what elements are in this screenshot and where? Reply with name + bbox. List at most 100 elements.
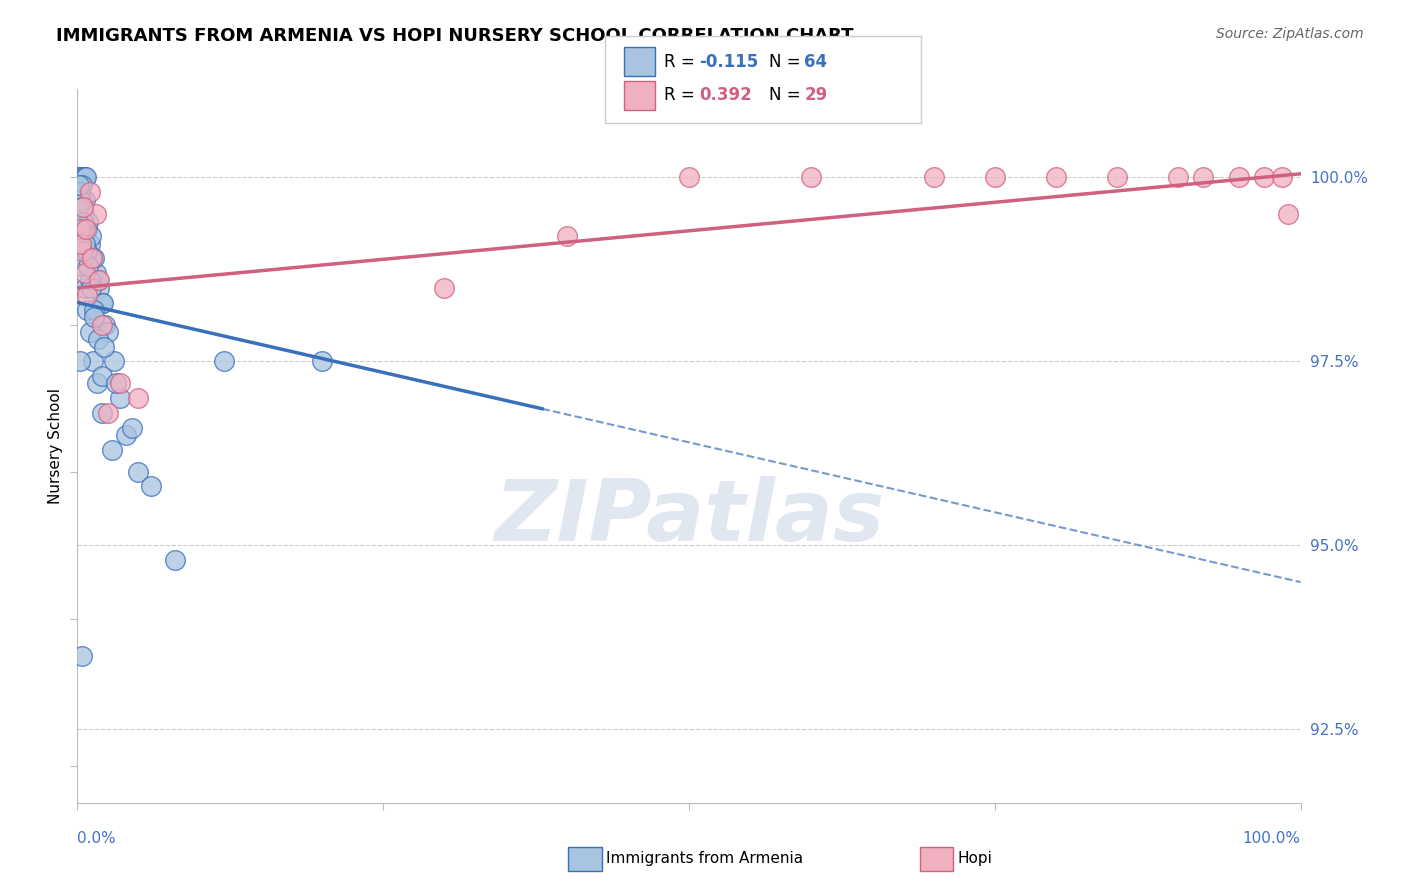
Point	[72, 200, 94, 214]
Text: R =: R =	[664, 53, 700, 70]
Point	[100, 442, 122, 457]
Point	[75, 244, 97, 258]
Point	[90, 406, 112, 420]
Point	[1229, 170, 1251, 185]
Point	[311, 354, 333, 368]
Point	[1107, 170, 1129, 185]
Text: 64: 64	[804, 53, 827, 70]
Point	[84, 207, 107, 221]
Point	[83, 310, 105, 325]
Point	[73, 207, 96, 221]
Point	[76, 302, 98, 317]
Point	[115, 428, 138, 442]
Point	[121, 420, 143, 434]
Point	[70, 236, 93, 251]
Point	[79, 273, 101, 287]
Point	[89, 281, 111, 295]
Point	[165, 553, 187, 567]
Point	[73, 266, 96, 280]
Point	[108, 391, 131, 405]
Point	[75, 170, 97, 185]
Point	[1271, 170, 1294, 185]
Text: -0.115: -0.115	[699, 53, 758, 70]
Point	[69, 354, 91, 368]
Text: R =: R =	[664, 87, 700, 104]
Point	[73, 281, 96, 295]
Point	[69, 222, 91, 236]
Point	[80, 229, 103, 244]
Point	[83, 252, 105, 266]
Point	[73, 193, 96, 207]
Point	[80, 252, 103, 266]
Point	[91, 369, 114, 384]
Text: 100.0%: 100.0%	[1243, 831, 1301, 847]
Point	[76, 259, 98, 273]
Point	[1277, 207, 1299, 221]
Text: Hopi: Hopi	[957, 851, 993, 865]
Point	[80, 281, 103, 295]
Text: ZIPatlas: ZIPatlas	[494, 475, 884, 559]
Point	[79, 325, 101, 339]
Point	[72, 170, 94, 185]
Point	[90, 295, 112, 310]
Point	[76, 222, 98, 236]
Point	[70, 200, 93, 214]
Point	[128, 465, 150, 479]
Point	[84, 266, 107, 280]
Point	[86, 376, 108, 391]
Point	[82, 354, 104, 368]
Point	[212, 354, 235, 368]
Point	[91, 295, 114, 310]
Point	[90, 318, 112, 332]
Point	[93, 340, 115, 354]
Text: Immigrants from Armenia: Immigrants from Armenia	[606, 851, 803, 865]
Point	[75, 222, 97, 236]
Point	[79, 236, 101, 251]
Point	[97, 406, 120, 420]
Point	[555, 229, 578, 244]
Point	[72, 214, 94, 228]
Point	[678, 170, 700, 185]
Point	[922, 170, 945, 185]
Point	[139, 479, 162, 493]
Text: N =: N =	[769, 53, 806, 70]
Point	[83, 302, 105, 317]
Point	[128, 391, 150, 405]
Point	[73, 170, 96, 185]
Point	[72, 200, 94, 214]
Point	[76, 244, 98, 258]
Y-axis label: Nursery School: Nursery School	[48, 388, 63, 504]
Point	[70, 178, 93, 192]
Point	[69, 185, 91, 199]
Point	[70, 244, 93, 258]
Point	[69, 170, 91, 185]
Point	[72, 222, 94, 236]
Point	[1167, 170, 1189, 185]
Point	[87, 273, 110, 287]
Point	[984, 170, 1007, 185]
Point	[76, 288, 98, 302]
Point	[1045, 170, 1067, 185]
Text: N =: N =	[769, 87, 806, 104]
Point	[79, 185, 101, 199]
Point	[80, 252, 103, 266]
Point	[97, 325, 120, 339]
Point	[94, 318, 117, 332]
Point	[800, 170, 823, 185]
Point	[433, 281, 456, 295]
Point	[70, 193, 93, 207]
Point	[86, 332, 108, 346]
Text: 0.0%: 0.0%	[77, 831, 117, 847]
Text: 0.392: 0.392	[699, 87, 752, 104]
Point	[67, 178, 90, 192]
Point	[70, 648, 93, 663]
Point	[103, 354, 125, 368]
Point	[77, 214, 100, 228]
Point	[70, 170, 93, 185]
Point	[89, 273, 111, 287]
Text: 29: 29	[804, 87, 828, 104]
Point	[73, 222, 96, 236]
Text: IMMIGRANTS FROM ARMENIA VS HOPI NURSERY SCHOOL CORRELATION CHART: IMMIGRANTS FROM ARMENIA VS HOPI NURSERY …	[56, 27, 853, 45]
Text: Source: ZipAtlas.com: Source: ZipAtlas.com	[1216, 27, 1364, 41]
Point	[1253, 170, 1275, 185]
